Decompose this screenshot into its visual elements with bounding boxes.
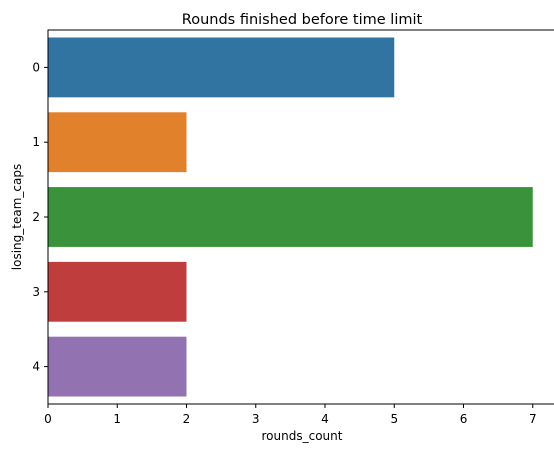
y-axis-label: losing_team_caps	[10, 164, 24, 270]
x-tick-label: 4	[321, 412, 329, 426]
plot-frame	[47, 29, 554, 405]
y-tick-label: 4	[32, 360, 40, 374]
y-tick-label: 2	[32, 210, 40, 224]
y-axis-ticks: 0 1 2 3 4	[32, 60, 48, 374]
x-tick-label: 0	[44, 412, 52, 426]
x-tick-label: 3	[252, 412, 260, 426]
bar-1	[48, 112, 187, 173]
x-tick-label: 5	[390, 412, 398, 426]
bar-2	[48, 187, 533, 247]
chart-title: Rounds finished before time limit	[182, 12, 423, 28]
x-axis-ticks: 0 1 2 3 4 5 6 7	[44, 404, 537, 426]
x-tick-label: 2	[183, 412, 191, 426]
y-tick-label: 3	[32, 285, 40, 299]
x-tick-label: 6	[460, 412, 468, 426]
x-tick-label: 7	[529, 412, 537, 426]
bar-3	[48, 261, 187, 322]
x-tick-label: 1	[113, 412, 121, 426]
bar-0	[48, 37, 395, 98]
bars-group	[48, 37, 533, 397]
x-axis-label: rounds_count	[262, 429, 343, 443]
y-tick-label: 0	[32, 60, 40, 74]
bar-4	[48, 336, 187, 397]
y-tick-label: 1	[32, 135, 40, 149]
